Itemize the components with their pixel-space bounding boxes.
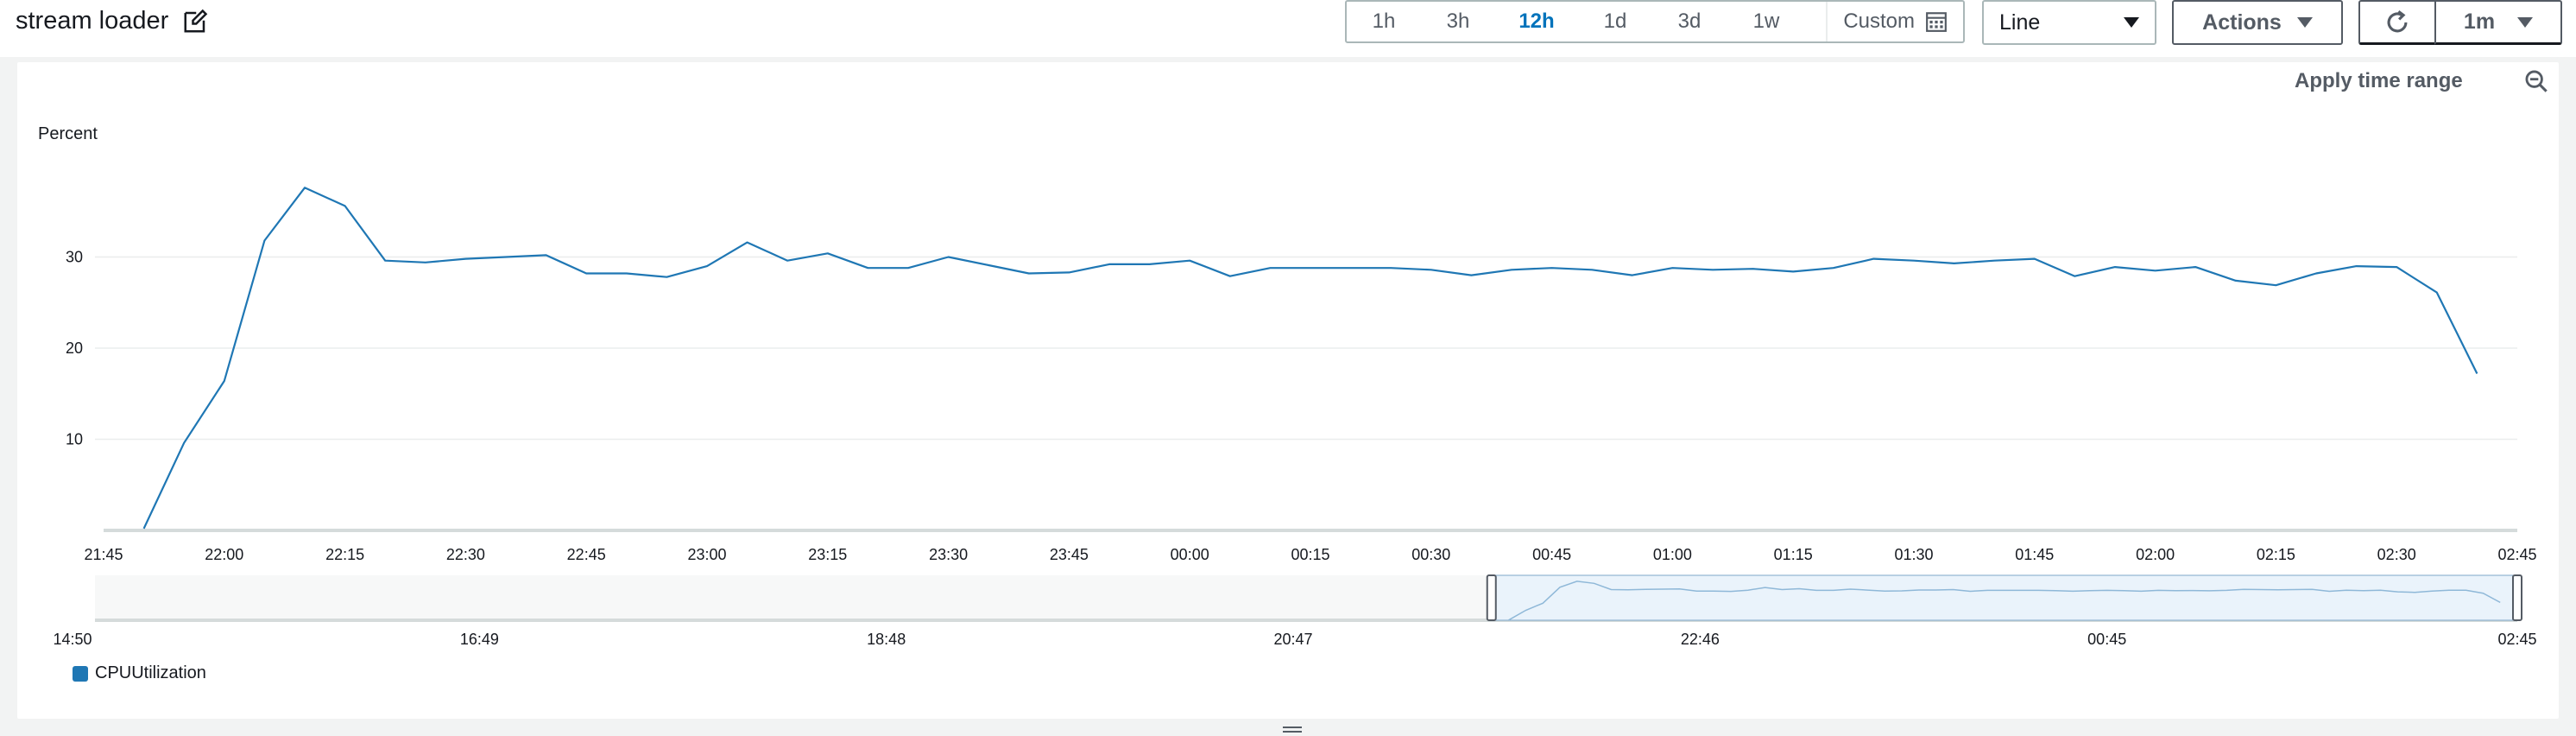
x-tick-label: 02:30 [2377, 546, 2416, 563]
x-axis-ticks: 21:45 22:00 22:15 22:30 22:45 23:00 23:15 23:30… [84, 546, 2536, 563]
actions-label: Actions [2202, 10, 2282, 35]
navigator-tick-label: 18:48 [867, 631, 906, 648]
x-tick-label: 23:00 [687, 546, 726, 563]
chart-type-value: Line [1999, 10, 2041, 35]
x-tick-label: 01:30 [1894, 546, 1933, 563]
actions-button[interactable]: Actions [2172, 0, 2343, 45]
x-tick-label: 00:30 [1411, 546, 1450, 563]
dashboard-header: stream loader 1h 3h 12h 1d 3d 1w Custom [0, 0, 2576, 57]
series-lines [142, 187, 2478, 530]
range-1h-button[interactable]: 1h [1372, 10, 1396, 33]
calendar-icon [1926, 12, 1947, 32]
interval-value: 1m [2463, 10, 2496, 34]
legend-label-cpuutilization[interactable]: CPUUtilization [95, 663, 206, 682]
x-tick-label: 23:30 [929, 546, 968, 563]
refresh-button[interactable] [2358, 0, 2436, 45]
resize-handle-icon[interactable] [1283, 726, 1302, 736]
zoom-out-icon[interactable] [2524, 69, 2548, 93]
x-tick-label: 00:00 [1171, 546, 1209, 563]
chart-legend: CPUUtilization [73, 663, 206, 683]
title-area: stream loader [16, 7, 208, 35]
x-tick-label: 00:15 [1291, 546, 1329, 563]
range-3h-button[interactable]: 3h [1446, 10, 1470, 33]
page-title: stream loader [16, 7, 169, 35]
navigator-tick-label: 22:46 [1681, 631, 1720, 648]
x-tick-label: 22:30 [446, 546, 485, 563]
refresh-interval-select[interactable]: 1m [2434, 0, 2562, 45]
navigator-right-handle [2512, 574, 2522, 621]
legend-swatch-cpuutilization [73, 665, 88, 682]
range-12h-button[interactable]: 12h [1518, 10, 1555, 33]
navigator-left-handle [1486, 574, 1497, 621]
grid-lines [95, 256, 2517, 532]
x-tick-label: 21:45 [84, 546, 123, 563]
y-axis-ticks: 10 20 30 [66, 249, 83, 448]
edit-icon[interactable] [182, 9, 208, 35]
x-tick-label: 01:00 [1653, 546, 1692, 563]
range-3d-button[interactable]: 3d [1677, 10, 1702, 33]
time-navigator[interactable]: 14:50 16:49 18:48 20:47 22:46 00:45 02:45 [53, 574, 2537, 648]
custom-range-label: Custom [1843, 10, 1915, 33]
y-tick-label: 30 [66, 249, 83, 266]
y-tick-label: 20 [66, 339, 83, 357]
range-1d-button[interactable]: 1d [1603, 10, 1627, 33]
chevron-down-icon [2124, 17, 2139, 28]
navigator-tick-label: 00:45 [2087, 631, 2126, 648]
chart-type-select[interactable]: Line [1982, 0, 2156, 45]
x-tick-label: 02:15 [2257, 546, 2295, 563]
x-tick-label: 02:45 [2497, 546, 2536, 563]
navigator-tick-label: 20:47 [1273, 631, 1312, 648]
navigator-selection [1491, 574, 2518, 621]
x-tick-label: 00:45 [1532, 546, 1571, 563]
apply-time-range-button[interactable]: Apply time range [2295, 69, 2463, 92]
time-range-selector: 1h 3h 12h 1d 3d 1w Custom [1345, 0, 1965, 43]
y-tick-label: 10 [66, 431, 83, 448]
x-tick-label: 23:45 [1050, 546, 1089, 563]
refresh-icon [2387, 10, 2408, 32]
chevron-down-icon [2517, 16, 2534, 28]
navigator-series-line [1508, 581, 2501, 621]
custom-range-button[interactable]: Custom [1826, 2, 1963, 41]
x-tick-label: 23:15 [808, 546, 847, 563]
range-1w-button[interactable]: 1w [1752, 10, 1780, 33]
x-tick-label: 02:00 [2136, 546, 2175, 563]
navigator-tick-label: 14:50 [53, 631, 92, 648]
x-tick-label: 22:00 [205, 546, 243, 563]
x-tick-label: 22:15 [325, 546, 364, 563]
x-tick-label: 22:45 [567, 546, 606, 563]
series-line-cpuutilization [142, 187, 2478, 530]
chevron-down-icon [2296, 17, 2313, 28]
y-axis-unit-label: Percent [38, 124, 98, 143]
x-tick-label: 01:45 [2015, 546, 2054, 563]
navigator-tick-label: 02:45 [2497, 631, 2536, 648]
x-tick-label: 01:15 [1774, 546, 1813, 563]
navigator-tick-label: 16:49 [460, 631, 499, 648]
